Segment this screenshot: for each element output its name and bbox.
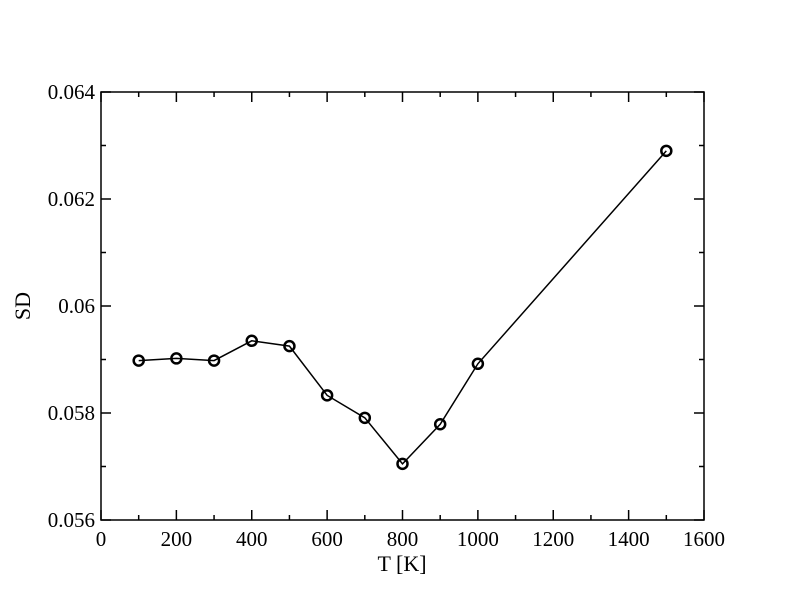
y-axis-title: SD bbox=[10, 292, 35, 320]
x-tick-label: 600 bbox=[311, 527, 343, 551]
y-tick-labels: 0.056 0.058 0.06 0.062 0.064 bbox=[48, 80, 96, 532]
y-tick-label: 0.056 bbox=[48, 508, 95, 532]
series-markers bbox=[132, 144, 673, 471]
x-tick-label: 1400 bbox=[608, 527, 650, 551]
y-tick-label: 0.058 bbox=[48, 401, 95, 425]
x-tick-labels: 0 200 400 600 800 1000 1200 1400 1600 bbox=[96, 527, 725, 551]
y-tick-label: 0.064 bbox=[48, 80, 96, 104]
data-point bbox=[396, 457, 409, 471]
y-tick-label: 0.062 bbox=[48, 187, 95, 211]
data-point bbox=[170, 352, 183, 365]
data-point bbox=[471, 357, 485, 371]
data-point bbox=[283, 339, 296, 353]
data-point bbox=[660, 144, 673, 158]
x-tick-label: 1600 bbox=[683, 527, 725, 551]
data-point bbox=[358, 411, 372, 425]
x-tick-label: 0 bbox=[96, 527, 107, 551]
x-tick-label: 1000 bbox=[457, 527, 499, 551]
series-line bbox=[138, 150, 667, 465]
data-point bbox=[245, 334, 258, 348]
plot-frame bbox=[100, 91, 705, 521]
axis-ticks bbox=[100, 91, 705, 521]
data-point bbox=[433, 417, 447, 431]
y-tick-label: 0.06 bbox=[58, 294, 95, 318]
x-tick-label: 400 bbox=[236, 527, 268, 551]
x-tick-label: 800 bbox=[387, 527, 419, 551]
x-tick-label: 200 bbox=[161, 527, 193, 551]
data-point bbox=[320, 389, 334, 402]
data-point bbox=[207, 354, 221, 367]
x-axis-title: T [K] bbox=[377, 551, 426, 576]
x-tick-label: 1200 bbox=[532, 527, 574, 551]
data-point bbox=[132, 354, 145, 367]
